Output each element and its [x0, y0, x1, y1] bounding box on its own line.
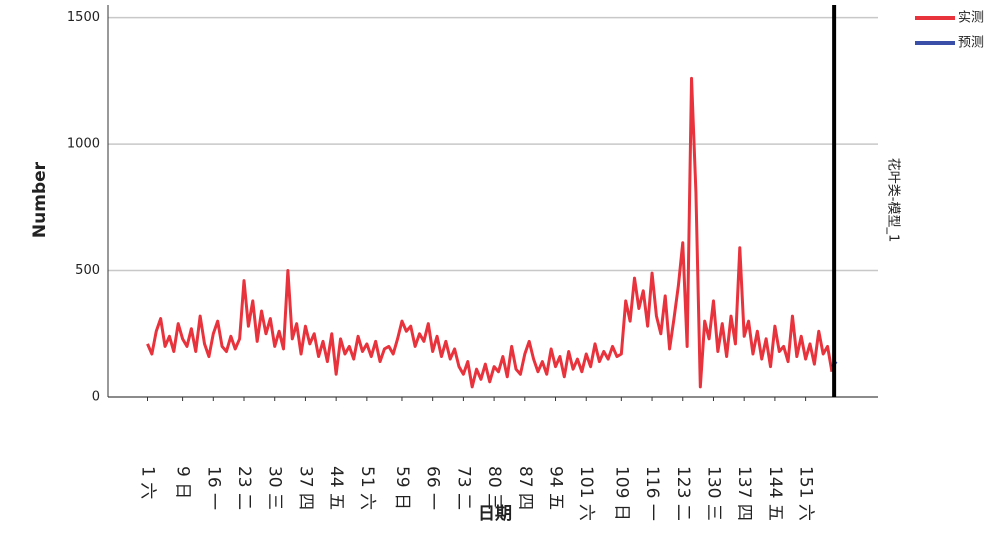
x-tick-label: 130 三	[703, 466, 723, 521]
x-axis-label: 日期	[478, 504, 512, 524]
x-tick-label: 66 一	[423, 466, 443, 510]
y-tick-label: 1500	[67, 10, 100, 25]
x-tick-label: 87 四	[515, 466, 535, 510]
panel-label: 花叶类-模型_1	[886, 158, 902, 242]
x-tick-label: 101 六	[576, 466, 596, 521]
legend-label: 实测	[958, 11, 984, 26]
x-tick-label: 94 五	[546, 466, 566, 510]
legend-label: 预测	[958, 36, 984, 51]
x-tick-label: 16 一	[203, 466, 223, 510]
x-tick-label: 37 四	[295, 466, 315, 510]
x-tick-label: 23 二	[234, 466, 254, 510]
x-tick-label: 30 三	[265, 466, 285, 510]
x-tick-label: 137 四	[734, 466, 754, 521]
x-tick-label: 151 六	[796, 466, 816, 521]
x-tick-label: 44 五	[326, 466, 346, 510]
y-tick-label: 500	[75, 263, 100, 278]
x-tick-label: 59 日	[392, 466, 412, 510]
y-axis-label: Number	[30, 161, 50, 238]
y-tick-label: 1000	[67, 137, 100, 152]
x-tick-label: 144 五	[765, 466, 785, 521]
x-tick-label: 116 一	[642, 466, 662, 521]
x-tick-label: 73 二	[453, 466, 473, 510]
series-line	[146, 76, 834, 389]
y-tick-label: 0	[92, 390, 100, 405]
x-tick-label: 9 日	[173, 466, 193, 499]
x-tick-label: 80 三	[484, 466, 504, 510]
x-tick-label: 123 二	[673, 466, 693, 521]
x-tick-label: 1 六	[137, 466, 157, 499]
x-tick-label: 109 日	[611, 466, 631, 521]
x-tick-label: 51 六	[357, 466, 377, 510]
